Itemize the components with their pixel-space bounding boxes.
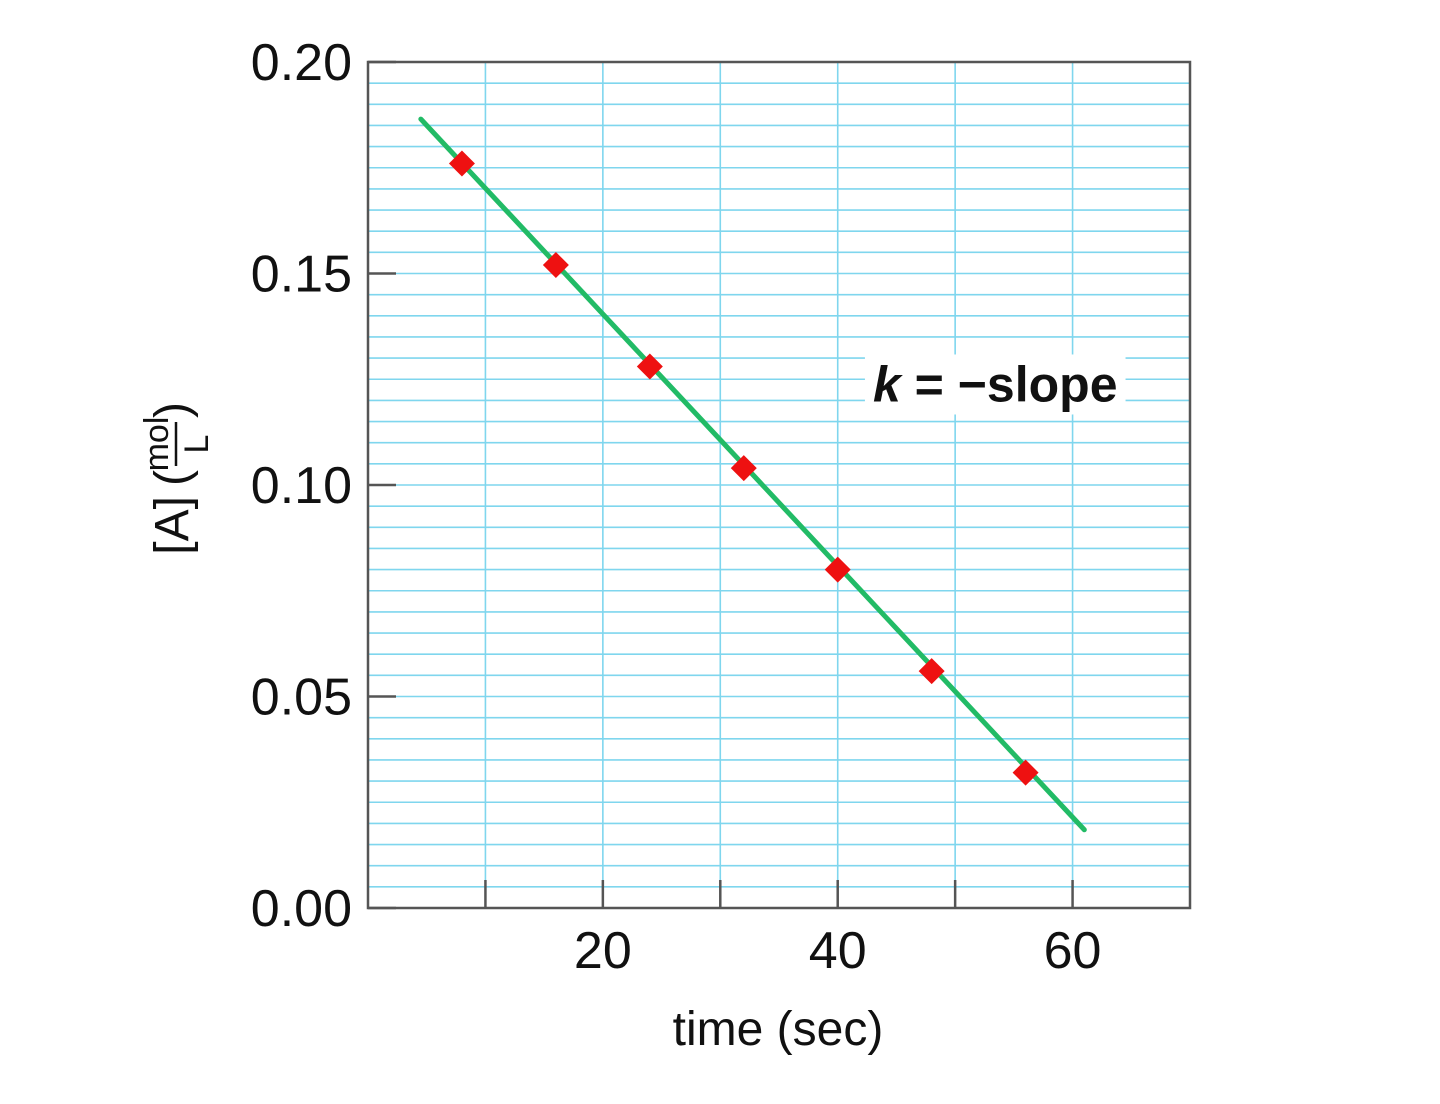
y-tick-label: 0.20 bbox=[251, 34, 352, 92]
y-tick-label: 0.05 bbox=[251, 669, 352, 727]
data-point bbox=[730, 455, 757, 482]
data-point bbox=[918, 658, 945, 685]
fit-line-group bbox=[418, 116, 1087, 833]
data-points bbox=[448, 150, 1039, 786]
annotation-k: k bbox=[873, 356, 903, 412]
y-axis-unit-numerator: mol bbox=[138, 417, 176, 472]
annotation: k = −slope bbox=[864, 354, 1126, 415]
data-point bbox=[448, 150, 475, 177]
x-tick-label: 40 bbox=[809, 922, 867, 980]
data-point bbox=[824, 556, 851, 583]
y-axis-close-paren: ) bbox=[146, 402, 199, 418]
ticks bbox=[368, 60, 1074, 910]
annotation-background bbox=[864, 354, 1126, 415]
y-axis-open-paren: ( bbox=[146, 470, 199, 486]
y-tick-label: 0.15 bbox=[251, 246, 352, 304]
annotation-text: k = −slope bbox=[873, 356, 1118, 412]
data-point bbox=[636, 353, 663, 380]
y-tick-label: 0.00 bbox=[251, 880, 352, 938]
y-tick-label: 0.10 bbox=[251, 457, 352, 515]
fit-line bbox=[418, 116, 1087, 833]
tick-labels: 20 40 60 0.00 0.05 0.10 0.15 0.20 bbox=[251, 34, 1102, 980]
data-point bbox=[542, 252, 569, 279]
x-tick-label: 20 bbox=[574, 922, 632, 980]
grid bbox=[368, 62, 1190, 908]
y-axis-title-text: [A] bbox=[146, 496, 199, 555]
data-point bbox=[1012, 759, 1039, 786]
y-axis-title: [A] ( mol L ) bbox=[138, 402, 216, 555]
y-axis-unit-denominator: L bbox=[178, 435, 216, 454]
x-axis-title: time (sec) bbox=[673, 1003, 884, 1056]
annotation-rest: = −slope bbox=[901, 356, 1118, 412]
x-tick-label: 60 bbox=[1044, 922, 1102, 980]
